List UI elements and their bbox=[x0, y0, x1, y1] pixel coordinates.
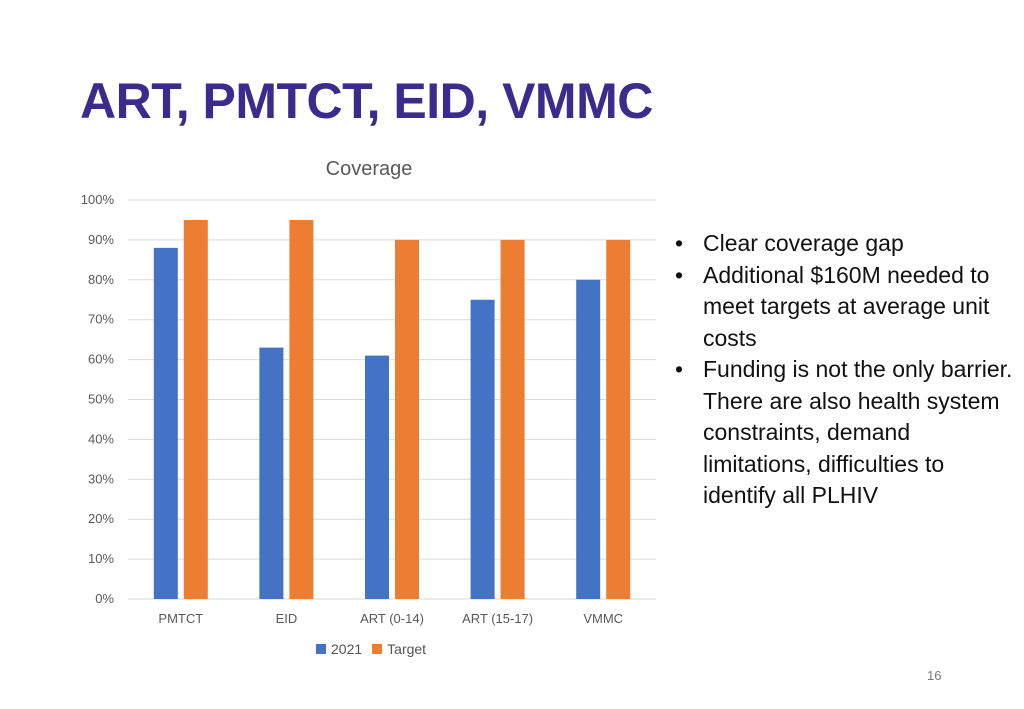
bullet-text: Additional $160M needed to meet targets … bbox=[703, 261, 990, 351]
legend-label-target: Target bbox=[387, 641, 427, 657]
legend-label-2021: 2021 bbox=[331, 641, 363, 657]
bar-target-art-0-14 bbox=[395, 239, 419, 599]
legend-item-target: Target bbox=[372, 641, 426, 657]
bullet-text: Funding is not the only barrier. There a… bbox=[703, 356, 1013, 508]
bar-2021-pmtct bbox=[153, 247, 178, 599]
legend-swatch-target bbox=[372, 644, 383, 654]
gridlines bbox=[128, 199, 656, 600]
y-tick-label: 10% bbox=[88, 551, 114, 566]
coverage-chart: Coverage 0% 10% 20% 30% 40% 50% 60% 70% 80% 90% 10… bbox=[81, 158, 656, 626]
bullet-dot: • bbox=[675, 230, 684, 256]
bullet-item: • Clear coverage gap bbox=[673, 228, 1018, 260]
x-tick-label: ART (0-14) bbox=[360, 611, 424, 626]
y-tick-label: 100% bbox=[81, 192, 115, 207]
y-tick-label: 80% bbox=[88, 272, 114, 287]
bar-2021-art-0-14 bbox=[365, 355, 389, 599]
y-tick-label: 70% bbox=[88, 312, 114, 327]
bar-2021-vmmc bbox=[576, 279, 601, 599]
bullet-item: • Funding is not the only barrier. There… bbox=[673, 354, 1018, 512]
bar-target-vmmc bbox=[606, 239, 631, 599]
x-tick-label: EID bbox=[276, 611, 298, 626]
page-number: 16 bbox=[927, 668, 942, 683]
y-tick-label: 50% bbox=[88, 392, 114, 407]
x-tick-label: ART (15-17) bbox=[462, 611, 533, 626]
chart-legend: 2021 Target bbox=[316, 641, 436, 657]
x-axis-labels: PMTCT EID ART (0-14) ART (15-17) VMMC bbox=[158, 611, 623, 626]
bar-2021-eid bbox=[259, 347, 284, 599]
bullet-item: • Additional $160M needed to meet target… bbox=[673, 260, 1018, 355]
y-tick-label: 0% bbox=[95, 591, 114, 606]
bullet-dot: • bbox=[675, 356, 684, 382]
bar-target-eid bbox=[289, 219, 314, 599]
y-tick-label: 20% bbox=[88, 511, 114, 526]
y-tick-label: 40% bbox=[88, 431, 114, 446]
y-axis-ticks: 0% 10% 20% 30% 40% 50% 60% 70% 80% 90% 100% bbox=[81, 192, 115, 606]
x-tick-label: VMMC bbox=[583, 611, 623, 626]
bullet-text: Clear coverage gap bbox=[703, 230, 904, 256]
bullet-list: • Clear coverage gap • Additional $160M … bbox=[673, 228, 1018, 512]
slide-title: ART, PMTCT, EID, VMMC bbox=[80, 73, 653, 129]
x-tick-label: PMTCT bbox=[158, 611, 203, 626]
bullet-dot: • bbox=[675, 261, 684, 288]
y-tick-label: 30% bbox=[88, 471, 114, 486]
bar-target-pmtct bbox=[183, 219, 208, 599]
bar-target-art-15-17 bbox=[500, 239, 525, 599]
bar-2021-art-15-17 bbox=[470, 299, 495, 599]
legend-swatch-2021 bbox=[316, 644, 326, 654]
legend-item-2021: 2021 bbox=[316, 641, 362, 657]
chart-title: Coverage bbox=[326, 158, 413, 180]
y-tick-label: 60% bbox=[88, 352, 114, 367]
y-tick-label: 90% bbox=[88, 232, 114, 247]
bars bbox=[153, 219, 631, 599]
